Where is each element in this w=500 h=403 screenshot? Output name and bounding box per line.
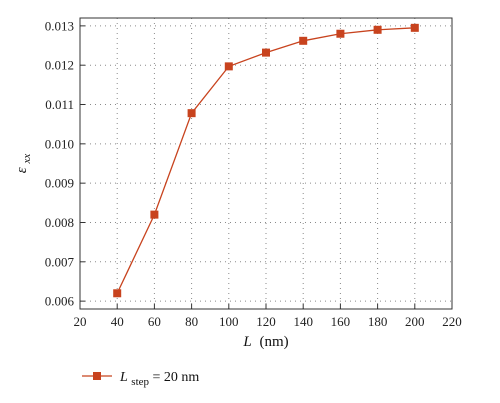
x-tick-label: 180 — [368, 314, 388, 329]
series-group — [113, 23, 419, 298]
y-tick-label: 0.009 — [45, 176, 74, 191]
y-axis-symbol: ε — [14, 167, 30, 173]
y-tick-label: 0.008 — [45, 215, 74, 230]
x-tick-labels: 20 40 60 80 100 120 140 160 180 200 220 — [74, 314, 462, 329]
x-tick-label: 80 — [185, 314, 198, 329]
x-axis-unit: (nm) — [259, 334, 288, 350]
axis-ticks — [79, 25, 453, 309]
x-tick-label: 20 — [74, 314, 87, 329]
legend-rest: = 20 nm — [153, 370, 200, 385]
data-point-marker — [187, 109, 196, 118]
data-point-marker — [150, 210, 159, 219]
data-point-marker — [336, 29, 345, 38]
y-tick-label: 0.011 — [45, 97, 74, 112]
legend-subscript: step — [131, 376, 149, 388]
data-point-marker — [410, 23, 419, 32]
legend: L step = 20 nm — [82, 370, 199, 389]
legend-var: L — [119, 370, 128, 385]
grid-lines — [80, 18, 452, 309]
x-tick-label: 100 — [219, 314, 239, 329]
x-axis-var: L — [242, 334, 251, 350]
legend-marker-swatch — [93, 372, 101, 380]
data-point-marker — [299, 36, 308, 45]
y-tick-label: 0.012 — [45, 58, 74, 73]
data-point-marker — [224, 62, 233, 71]
x-tick-label: 60 — [148, 314, 161, 329]
y-tick-label: 0.010 — [45, 136, 74, 151]
y-tick-label: 0.006 — [45, 294, 75, 309]
x-tick-label: 120 — [256, 314, 276, 329]
data-point-marker — [113, 289, 122, 298]
y-tick-label: 0.007 — [45, 254, 75, 269]
data-point-marker — [373, 25, 382, 34]
legend-entry-label: L step = 20 nm — [119, 370, 199, 389]
data-point-marker — [262, 48, 270, 57]
y-axis-label: ε xx — [14, 154, 33, 174]
y-tick-labels: 0.006 0.007 0.008 0.009 0.010 0.011 0.012 0.013 — [45, 18, 75, 308]
y-axis-subscript: xx — [21, 154, 33, 165]
x-tick-label: 200 — [405, 314, 425, 329]
x-tick-label: 160 — [331, 314, 351, 329]
x-axis-label: L (nm) — [242, 334, 288, 350]
x-tick-label: 40 — [111, 314, 124, 329]
x-tick-label: 220 — [442, 314, 462, 329]
y-tick-label: 0.013 — [45, 18, 74, 33]
x-tick-label: 140 — [293, 314, 313, 329]
